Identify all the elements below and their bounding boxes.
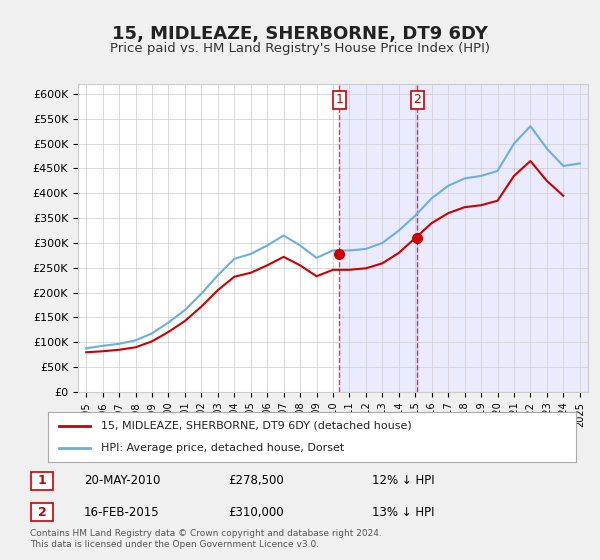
Text: £278,500: £278,500 xyxy=(228,474,284,487)
Text: £310,000: £310,000 xyxy=(228,506,284,519)
FancyBboxPatch shape xyxy=(31,472,53,489)
Text: 16-FEB-2015: 16-FEB-2015 xyxy=(84,506,160,519)
Bar xyxy=(417,84,588,392)
Text: 15, MIDLEAZE, SHERBORNE, DT9 6DY: 15, MIDLEAZE, SHERBORNE, DT9 6DY xyxy=(112,25,488,43)
Text: 13% ↓ HPI: 13% ↓ HPI xyxy=(372,506,434,519)
Text: 1: 1 xyxy=(335,93,343,106)
Text: 20-MAY-2010: 20-MAY-2010 xyxy=(84,474,160,487)
Text: 12% ↓ HPI: 12% ↓ HPI xyxy=(372,474,434,487)
Text: 1: 1 xyxy=(38,474,46,487)
Text: Price paid vs. HM Land Registry's House Price Index (HPI): Price paid vs. HM Land Registry's House … xyxy=(110,42,490,55)
Text: 15, MIDLEAZE, SHERBORNE, DT9 6DY (detached house): 15, MIDLEAZE, SHERBORNE, DT9 6DY (detach… xyxy=(101,421,412,431)
Text: HPI: Average price, detached house, Dorset: HPI: Average price, detached house, Dors… xyxy=(101,443,344,453)
Bar xyxy=(339,84,417,392)
Text: 2: 2 xyxy=(413,93,421,106)
Text: 2: 2 xyxy=(38,506,46,519)
FancyBboxPatch shape xyxy=(31,503,53,521)
Text: Contains HM Land Registry data © Crown copyright and database right 2024.
This d: Contains HM Land Registry data © Crown c… xyxy=(30,529,382,549)
